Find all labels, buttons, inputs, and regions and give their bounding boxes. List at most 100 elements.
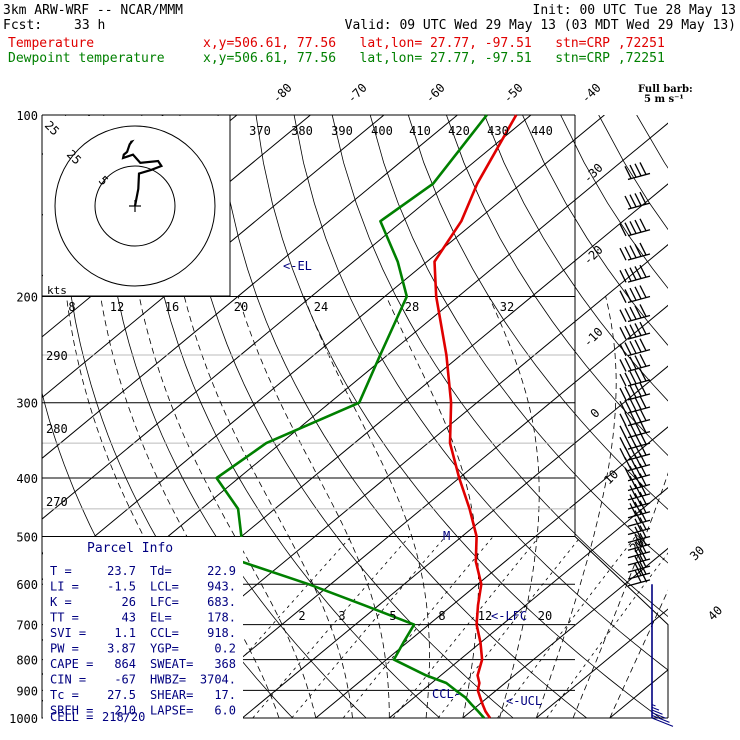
moist-adiabat-line xyxy=(303,296,430,719)
dry-adiabat-line xyxy=(331,115,668,719)
sounding-annotation: <-EL xyxy=(283,259,312,273)
isotherm-label: -20 xyxy=(581,243,606,268)
mixing-ratio-label: 2 xyxy=(298,609,305,623)
hodograph-speed-label: 28 xyxy=(405,300,419,314)
dry-adiabat-line xyxy=(598,115,668,719)
isotherm-label: -40 xyxy=(579,81,604,106)
mixing-ratio-line xyxy=(497,536,636,719)
parcel-value: 43 xyxy=(122,611,136,625)
hodograph-ring-inner xyxy=(94,165,176,247)
dry-adiabat-line xyxy=(407,115,668,719)
parcel-key: LCL= xyxy=(150,580,179,594)
plot-frame-right xyxy=(574,115,669,718)
parcel-value: -1.5 xyxy=(107,580,136,594)
hodograph-trace xyxy=(121,139,164,207)
wind-barb xyxy=(619,395,651,414)
wind-barb xyxy=(627,482,651,501)
low-wind-barb xyxy=(651,717,674,727)
isotherm-line xyxy=(683,115,740,718)
isotherm-label: 10 xyxy=(601,467,621,487)
theta-left-label: 290 xyxy=(46,349,68,363)
plot-frame xyxy=(41,115,668,719)
wind-barb xyxy=(619,368,651,387)
moist-adiabat-line xyxy=(609,296,668,719)
isotherm-line xyxy=(42,115,532,719)
barb-key-label: Full barb: xyxy=(638,84,693,95)
wind-barb xyxy=(627,540,651,559)
hodograph-kts-label: kts xyxy=(47,284,67,297)
wind-barb xyxy=(619,408,651,427)
parcel-value: 23.7 xyxy=(107,564,136,578)
mixing-ratio-line xyxy=(342,536,494,719)
parcel-value: 6.0 xyxy=(214,704,236,718)
dry-adiabat-line xyxy=(484,115,668,719)
wind-barb xyxy=(627,517,651,536)
isotherm-line xyxy=(0,115,16,718)
wind-barb xyxy=(619,285,651,304)
mixing-ratio-line xyxy=(437,536,582,719)
parcel-info-background xyxy=(43,537,243,719)
low-wind-barb xyxy=(651,712,667,719)
temperature-legend-name: Temperature xyxy=(8,36,95,51)
pressure-tick-label-200: 200 xyxy=(16,291,38,305)
dry-adiabat-line xyxy=(560,115,668,719)
wind-barb xyxy=(619,304,651,323)
isotherm-line xyxy=(388,115,668,719)
isotherm-line xyxy=(42,115,605,719)
theta-label: 380 xyxy=(291,124,313,138)
parcel-value: 27.5 xyxy=(107,688,136,702)
isotherm-label: -60 xyxy=(423,81,448,106)
parcel-key: SREH = xyxy=(50,704,93,718)
isotherm-label: -50 xyxy=(501,81,526,106)
mixing-ratio-label: 20 xyxy=(538,609,552,623)
wind-barb xyxy=(627,525,651,544)
parcel-info-title: Parcel Info xyxy=(87,541,173,556)
moist-adiabat-line xyxy=(535,296,617,719)
isotherm-label: -30 xyxy=(581,161,606,186)
pressure-tick-label-100: 100 xyxy=(16,109,38,123)
parcel-key: K = xyxy=(50,595,72,609)
parcel-value: 683. xyxy=(207,595,236,609)
temperature-profile-line xyxy=(433,114,518,719)
moist-adiabat-line xyxy=(572,296,668,719)
parcel-key: CIN = xyxy=(50,673,86,687)
parcel-value: 1.1 xyxy=(114,626,136,640)
isotherm-line xyxy=(315,115,668,719)
mixing-ratio-line xyxy=(392,536,540,719)
temperature-legend-info: x,y=506.61, 77.56 lat,lon= 27.77, -97.51… xyxy=(203,36,665,51)
moist-adiabat-line xyxy=(488,296,540,719)
low-wind-barb xyxy=(651,714,670,723)
pressure-tick-label-600: 600 xyxy=(16,578,38,592)
isotherm-line xyxy=(42,115,458,719)
pressure-tick-label-800: 800 xyxy=(16,654,38,668)
parcel-info-box: Parcel Info T = 23.7 Td= 22.9 LI = -1.5 LCL= 943… xyxy=(43,537,243,724)
dry-adiabat-line xyxy=(713,115,740,718)
model-title: 3km ARW-WRF -- NCAR/MMM xyxy=(3,3,184,18)
isotherm-label: 30 xyxy=(687,543,707,563)
hodograph-frame xyxy=(42,115,231,297)
parcel-key: PW = xyxy=(50,642,79,656)
parcel-value: 210 xyxy=(114,704,136,718)
parcel-key: LI = xyxy=(50,580,79,594)
dewpoint-legend-info: x,y=506.61, 77.56 lat,lon= 27.77, -97.51… xyxy=(203,51,665,66)
mixing-ratio-label: 3 xyxy=(338,609,345,623)
forecast-label: Fcst: xyxy=(3,18,43,33)
theta-label: 370 xyxy=(249,124,271,138)
sounding-profiles xyxy=(215,114,518,719)
barb-key-units: 5 m s⁻¹ xyxy=(644,94,684,105)
wind-barb xyxy=(619,321,651,340)
parcel-value: 22.9 xyxy=(207,564,236,578)
wind-barb xyxy=(619,242,651,261)
wind-barbs xyxy=(619,162,674,727)
parcel-value: 0.2 xyxy=(214,642,236,656)
parcel-key: LAPSE= xyxy=(150,704,193,718)
parcel-cell-value: 218/20 xyxy=(102,710,145,724)
parcel-value: 178. xyxy=(207,611,236,625)
parcel-value: 943. xyxy=(207,580,236,594)
moist-adiabat-line xyxy=(100,296,280,719)
pressure-tick-label-300: 300 xyxy=(16,397,38,411)
parcel-value: 26 xyxy=(122,595,136,609)
